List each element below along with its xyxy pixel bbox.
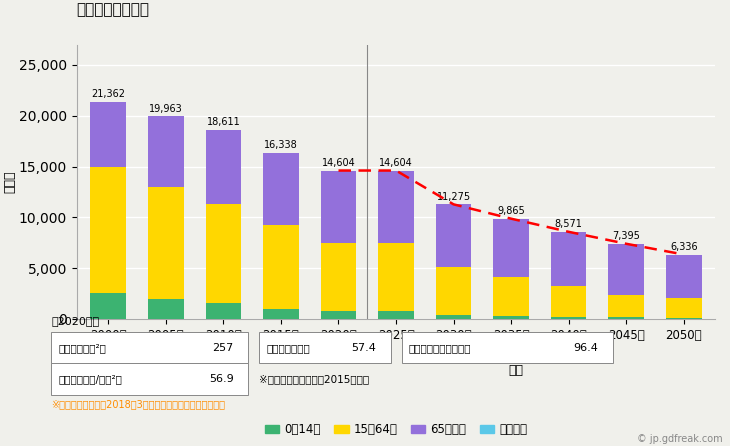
Bar — [378, 311, 414, 319]
Text: 【2020年】: 【2020年】 — [51, 316, 99, 326]
Text: 56.9: 56.9 — [209, 374, 234, 384]
Bar — [608, 294, 644, 318]
Text: 昼夜間人口比率（％）: 昼夜間人口比率（％） — [409, 343, 472, 353]
Bar — [91, 102, 126, 166]
Bar — [551, 232, 586, 285]
Text: 予測: 予測 — [508, 364, 523, 377]
Bar — [493, 277, 529, 316]
Bar — [402, 332, 613, 363]
Bar — [436, 267, 472, 315]
Bar — [206, 130, 241, 204]
Bar — [608, 318, 644, 319]
Text: 57.4: 57.4 — [351, 343, 376, 353]
Bar — [51, 332, 248, 363]
Bar — [551, 317, 586, 319]
Bar — [148, 187, 184, 298]
Bar — [608, 244, 644, 294]
Bar — [263, 153, 299, 225]
Bar — [666, 255, 702, 297]
Text: 8,571: 8,571 — [555, 219, 583, 229]
Text: ※昼夜間人口比率のみ2015年時点: ※昼夜間人口比率のみ2015年時点 — [259, 374, 369, 384]
Bar — [206, 303, 241, 319]
Text: 257: 257 — [212, 343, 234, 353]
Text: 総面積（ｋｍ²）: 総面積（ｋｍ²） — [58, 343, 107, 353]
Bar — [148, 116, 184, 187]
Bar — [320, 311, 356, 319]
Bar — [206, 204, 241, 303]
Bar — [148, 298, 184, 319]
Text: 19,963: 19,963 — [149, 103, 182, 114]
Text: ※図中の点線は前回2018年3月公表の「将来人口推計」の値: ※図中の点線は前回2018年3月公表の「将来人口推計」の値 — [51, 399, 225, 409]
Bar — [666, 318, 702, 319]
Text: 11,275: 11,275 — [437, 192, 471, 202]
Text: 9,865: 9,865 — [497, 206, 525, 216]
Text: 96.4: 96.4 — [574, 343, 599, 353]
Bar — [320, 170, 356, 243]
Y-axis label: （人）: （人） — [3, 170, 16, 193]
Bar — [51, 363, 248, 395]
Text: 人口密度（人/ｋｍ²）: 人口密度（人/ｋｍ²） — [58, 374, 123, 384]
Bar — [436, 315, 472, 319]
Text: 18,611: 18,611 — [207, 117, 240, 127]
Bar — [551, 285, 586, 317]
Bar — [263, 225, 299, 309]
Text: 16,338: 16,338 — [264, 140, 298, 150]
Bar — [91, 166, 126, 293]
Text: 6,336: 6,336 — [670, 242, 698, 252]
Bar — [666, 297, 702, 318]
Bar — [259, 332, 391, 363]
Bar — [378, 243, 414, 311]
Bar — [320, 243, 356, 311]
Legend: 0〜14歳, 15〜64歳, 65歳以上, 年齢不詳: 0〜14歳, 15〜64歳, 65歳以上, 年齢不詳 — [260, 418, 532, 441]
Text: 実績: 実績 — [177, 364, 193, 377]
Text: 21,362: 21,362 — [91, 89, 126, 99]
Bar — [493, 316, 529, 319]
Bar — [436, 204, 472, 267]
Text: 紀北町の人口推移: 紀北町の人口推移 — [77, 2, 150, 17]
Bar — [91, 293, 126, 319]
Bar — [378, 170, 414, 243]
Text: 14,604: 14,604 — [379, 158, 413, 168]
Bar — [493, 219, 529, 277]
Text: 平均年齢（歳）: 平均年齢（歳） — [266, 343, 310, 353]
Text: 7,395: 7,395 — [612, 231, 640, 241]
Text: © jp.gdfreak.com: © jp.gdfreak.com — [637, 434, 723, 444]
Text: 14,604: 14,604 — [322, 158, 356, 168]
Bar — [263, 309, 299, 319]
